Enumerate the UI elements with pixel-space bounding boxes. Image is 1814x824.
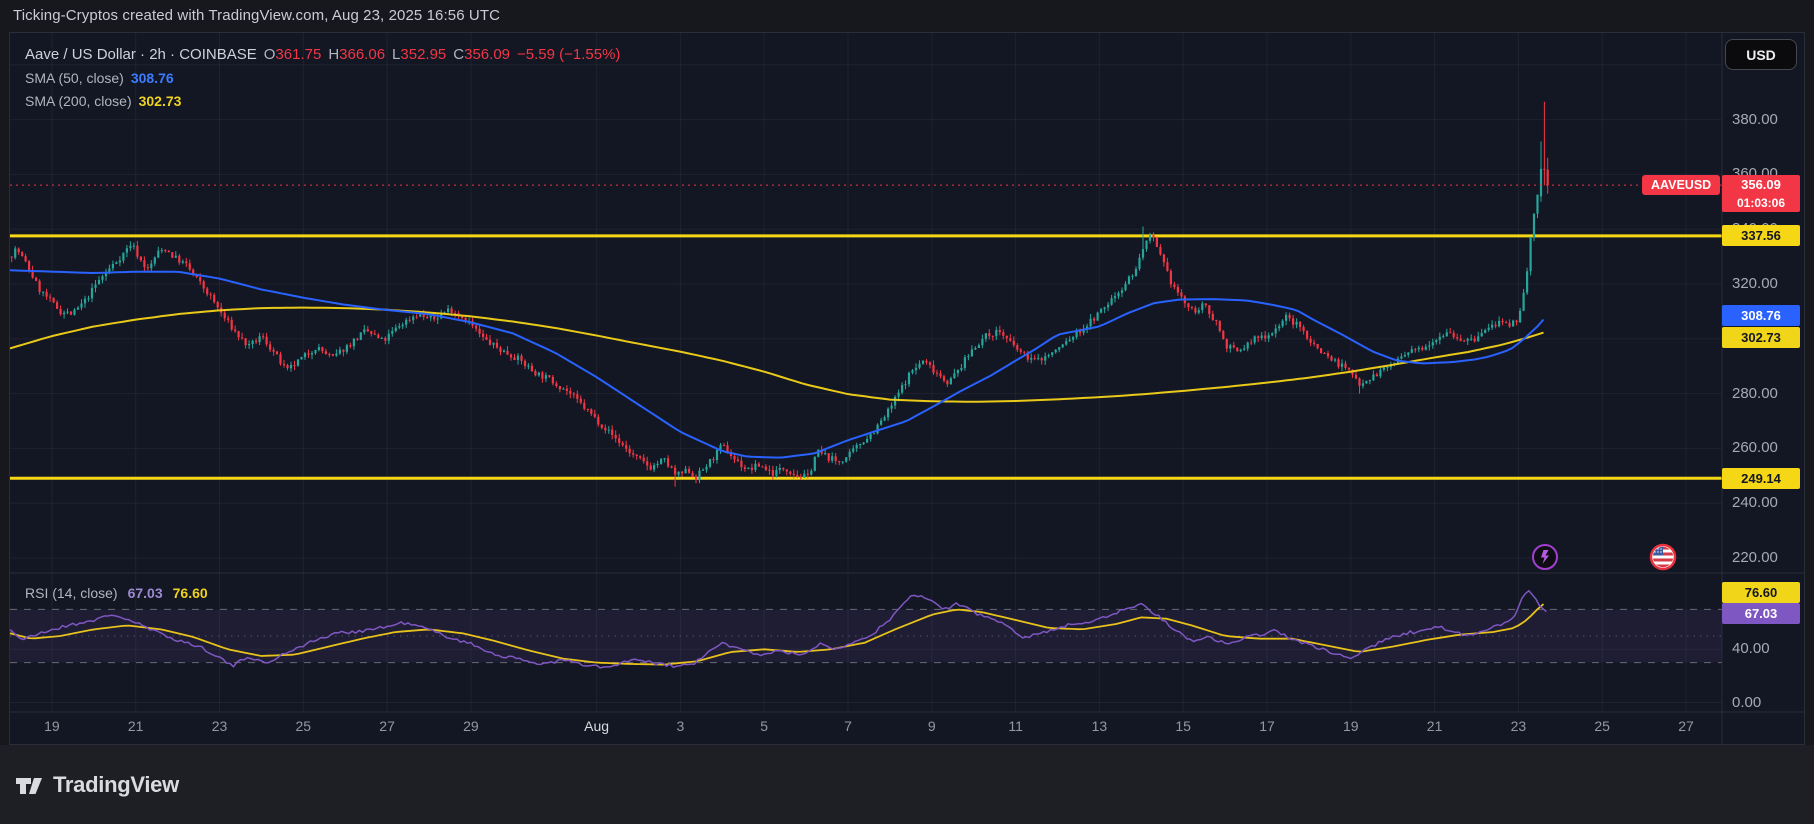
time-label-5: 5 bbox=[760, 718, 769, 734]
support-ray-label: 249.14 bbox=[1722, 467, 1800, 489]
time-label-9: 9 bbox=[927, 718, 936, 734]
ohlc-high: H366.06 bbox=[328, 46, 386, 63]
rsi-tick-40.00: 40.00 bbox=[1732, 640, 1770, 658]
ohlc-low: L352.95 bbox=[392, 46, 447, 63]
sma200-value: 302.73 bbox=[138, 92, 182, 109]
time-label-Aug: Aug bbox=[584, 718, 610, 734]
last-price-label: 356.09 bbox=[1722, 175, 1800, 195]
watermark-title: Ticking-Cryptos created with TradingView… bbox=[13, 7, 501, 24]
time-label-17: 17 bbox=[1259, 718, 1275, 734]
rsi-ma-label: 76.60 bbox=[1722, 581, 1800, 603]
tradingview-logo-icon bbox=[16, 777, 42, 794]
price-tick-220.00: 220.00 bbox=[1732, 549, 1778, 566]
time-label-25: 25 bbox=[295, 718, 312, 734]
price-tick-320.00: 320.00 bbox=[1732, 275, 1778, 292]
rsi-legend[interactable]: RSI (14, close) 67.03 76.60 bbox=[25, 582, 208, 604]
time-label-19: 19 bbox=[1343, 718, 1359, 734]
chart-plot[interactable] bbox=[10, 33, 1804, 744]
rsi-title: RSI (14, close) bbox=[25, 585, 118, 601]
sma200-label: 302.73 bbox=[1722, 326, 1800, 348]
us-flag-icon[interactable] bbox=[1649, 543, 1677, 571]
chart-container[interactable]: Aave / US Dollar · 2h · COINBASE O361.75… bbox=[9, 32, 1805, 745]
time-label-25: 25 bbox=[1594, 718, 1610, 734]
grid-lines bbox=[10, 33, 1722, 712]
symbol-title[interactable]: Aave / US Dollar · 2h · COINBASE bbox=[25, 46, 257, 63]
rsi-value: 67.03 bbox=[127, 585, 163, 601]
currency-toggle-button[interactable]: USD bbox=[1725, 39, 1797, 70]
sma200-line bbox=[10, 306, 1544, 403]
sma50-label: 308.76 bbox=[1722, 304, 1800, 326]
time-label-19: 19 bbox=[44, 718, 60, 734]
legend-row-sma200[interactable]: SMA (200, close) 302.73 bbox=[25, 89, 620, 112]
time-label-23: 23 bbox=[211, 718, 228, 734]
rsi-tick-0.00: 0.00 bbox=[1732, 693, 1762, 711]
tradingview-wordmark: TradingView bbox=[53, 771, 179, 797]
rsi-label: 67.03 bbox=[1722, 603, 1800, 624]
rsi-ma-value: 76.60 bbox=[172, 585, 208, 601]
tradingview-logo[interactable]: TradingView bbox=[14, 770, 179, 800]
time-label-21: 21 bbox=[127, 718, 144, 734]
time-label-21: 21 bbox=[1426, 718, 1443, 734]
price-tick-380.00: 380.00 bbox=[1732, 110, 1778, 128]
time-label-29: 29 bbox=[463, 718, 479, 734]
price-tick-280.00: 280.00 bbox=[1732, 384, 1778, 402]
rsi-pane bbox=[10, 589, 1722, 669]
sma50-line bbox=[10, 269, 1545, 459]
candle-wicks-up bbox=[14, 141, 1542, 484]
rsi-line bbox=[10, 589, 1547, 669]
candle-bodies-up bbox=[14, 168, 1543, 481]
time-label-15: 15 bbox=[1175, 718, 1191, 734]
candle-countdown-label: 01:03:06 bbox=[1722, 195, 1800, 212]
sma200-title: SMA (200, close) bbox=[25, 92, 132, 109]
legend-row-sma50[interactable]: SMA (50, close) 308.76 bbox=[25, 66, 620, 89]
candle-bodies-down bbox=[10, 168, 1549, 480]
legend-row-symbol[interactable]: Aave / US Dollar · 2h · COINBASE O361.75… bbox=[25, 43, 620, 66]
watermark-bar: Ticking-Cryptos created with TradingView… bbox=[0, 0, 1814, 32]
time-label-11: 11 bbox=[1008, 718, 1023, 734]
time-label-27: 27 bbox=[1678, 718, 1694, 734]
lightning-icon[interactable] bbox=[1532, 544, 1558, 570]
price-tick-260.00: 260.00 bbox=[1732, 439, 1778, 457]
sma50-value: 308.76 bbox=[130, 69, 174, 86]
ohlc-close: C356.09 bbox=[453, 46, 511, 63]
resistance-ray-label: 337.56 bbox=[1722, 225, 1800, 247]
symbol-legend[interactable]: Aave / US Dollar · 2h · COINBASE O361.75… bbox=[25, 43, 620, 112]
time-label-13: 13 bbox=[1091, 718, 1108, 734]
time-label-7: 7 bbox=[844, 718, 852, 734]
time-label-27: 27 bbox=[379, 718, 395, 734]
price-pane bbox=[10, 101, 1722, 487]
sma50-title: SMA (50, close) bbox=[25, 69, 124, 86]
rsi-band bbox=[10, 609, 1722, 663]
time-label-23: 23 bbox=[1510, 718, 1527, 734]
price-tick-240.00: 240.00 bbox=[1732, 494, 1778, 512]
ohlc-open: O361.75 bbox=[263, 46, 322, 63]
footer-bar: TradingView bbox=[0, 745, 1814, 824]
time-label-3: 3 bbox=[676, 718, 685, 734]
candle-wicks-down bbox=[11, 101, 1549, 487]
price-change: −5.59 (−1.55%) bbox=[517, 46, 621, 63]
last-price-symbol-flag: AAVEUSD bbox=[1642, 175, 1721, 195]
